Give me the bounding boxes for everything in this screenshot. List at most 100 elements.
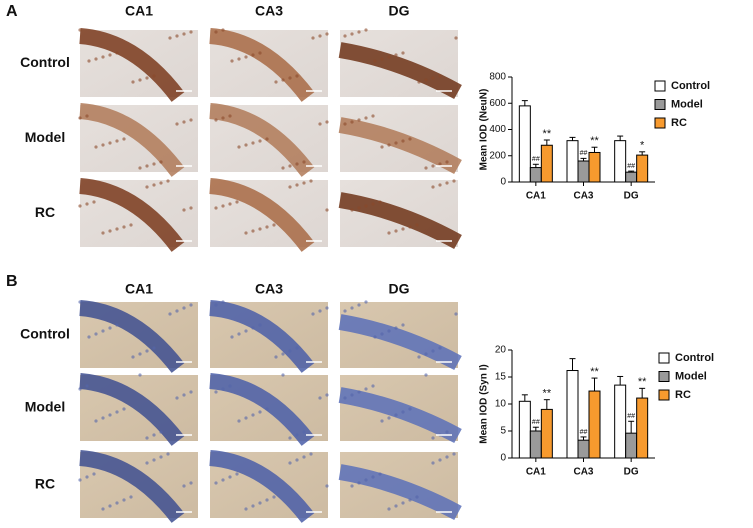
cell — [311, 36, 315, 40]
significance: ** — [543, 388, 552, 400]
bar — [577, 439, 590, 459]
cell — [214, 206, 218, 210]
cell — [101, 143, 105, 147]
cell — [288, 76, 292, 80]
micrograph — [209, 300, 329, 373]
cell — [438, 183, 442, 187]
significance: ## — [532, 419, 540, 426]
cell — [251, 504, 255, 508]
cell — [288, 164, 292, 168]
cell — [152, 162, 156, 166]
cell — [401, 501, 405, 505]
significance: * — [640, 140, 645, 152]
cell — [189, 118, 193, 122]
significance: ## — [580, 429, 588, 436]
cell — [129, 223, 133, 227]
cell — [85, 384, 89, 388]
cell — [387, 416, 391, 420]
legend-swatch — [654, 80, 666, 92]
cell — [295, 162, 299, 166]
cell — [288, 185, 292, 189]
cell — [221, 204, 225, 208]
cell — [221, 300, 225, 304]
cell — [115, 323, 119, 327]
cell — [78, 28, 82, 32]
cell — [380, 332, 384, 336]
cell — [78, 387, 82, 391]
cell — [182, 484, 186, 488]
cell — [438, 346, 442, 350]
cell — [94, 145, 98, 149]
cell — [138, 352, 142, 356]
cell — [182, 32, 186, 36]
bar — [625, 432, 638, 459]
cell — [454, 36, 458, 40]
cell — [378, 472, 382, 476]
y-tick-label: 800 — [489, 72, 506, 83]
cell — [408, 225, 412, 229]
cell — [251, 53, 255, 57]
cell — [394, 504, 398, 508]
micrograph — [338, 452, 462, 521]
cell — [94, 57, 98, 61]
significance: ## — [580, 150, 588, 157]
micrograph — [209, 178, 329, 252]
cell — [318, 34, 322, 38]
cell — [115, 51, 119, 55]
legend-label: Model — [671, 98, 703, 110]
micrograph — [338, 28, 462, 100]
cell — [325, 306, 329, 310]
cell — [431, 436, 435, 440]
cell — [258, 227, 262, 231]
bar — [625, 171, 638, 183]
micrograph — [78, 450, 198, 523]
cell — [145, 461, 149, 465]
cell — [138, 78, 142, 82]
cell — [235, 200, 239, 204]
cell — [401, 323, 405, 327]
cell — [221, 116, 225, 120]
column-label: DG — [389, 3, 410, 19]
cell — [258, 410, 262, 414]
cell — [309, 179, 313, 183]
panel-label: B — [6, 273, 18, 290]
cell — [230, 59, 234, 63]
column-label: CA1 — [125, 281, 153, 297]
cell — [445, 430, 449, 434]
row-label: Model — [25, 129, 65, 145]
cell — [431, 164, 435, 168]
cell — [189, 390, 193, 394]
cell — [438, 162, 442, 166]
cell — [265, 498, 269, 502]
cell-layer — [79, 300, 185, 373]
legend-swatch — [654, 99, 666, 110]
row-label: Model — [25, 399, 65, 415]
bar — [614, 140, 627, 183]
cell — [94, 419, 98, 423]
legend-label: Model — [675, 370, 707, 382]
column-label: CA1 — [125, 3, 153, 19]
cell — [152, 74, 156, 78]
cell — [78, 478, 82, 482]
cell — [343, 309, 347, 313]
cell — [295, 346, 299, 350]
cell — [343, 396, 347, 400]
cell — [115, 501, 119, 505]
cell — [152, 433, 156, 437]
cell — [152, 458, 156, 462]
cell — [152, 346, 156, 350]
cell — [244, 143, 248, 147]
x-tick-label: CA1 — [526, 191, 546, 202]
micrograph — [338, 373, 462, 444]
y-tick-label: 15 — [495, 372, 507, 383]
cell — [401, 227, 405, 231]
cell — [387, 143, 391, 147]
cell — [78, 116, 82, 120]
legend-label: Control — [675, 352, 714, 364]
micrograph — [78, 300, 198, 373]
cell — [373, 335, 377, 339]
cell — [408, 498, 412, 502]
cell — [175, 309, 179, 313]
cell — [364, 387, 368, 391]
cell — [244, 416, 248, 420]
